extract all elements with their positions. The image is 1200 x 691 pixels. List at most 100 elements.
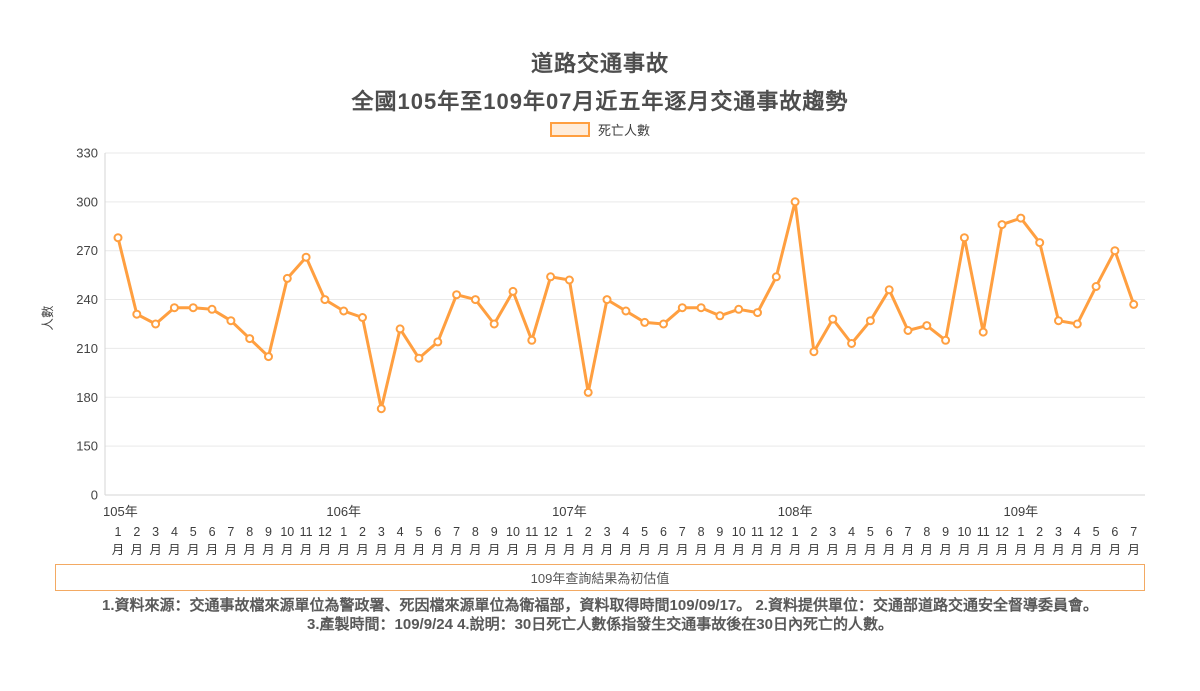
data-point[interactable] (226, 316, 236, 326)
data-point[interactable] (847, 339, 857, 348)
x-axis-month-suffix: 月 (394, 543, 407, 557)
data-point[interactable] (753, 308, 762, 318)
x-axis-month-suffix: 月 (149, 543, 162, 557)
x-axis-month-suffix: 月 (1127, 543, 1140, 557)
x-axis-month-number: 12 (995, 525, 1009, 539)
notice-text: 109年查詢結果為初估值 (530, 571, 670, 586)
data-point[interactable] (640, 317, 650, 327)
x-axis-month-suffix: 月 (1090, 543, 1103, 557)
data-point[interactable] (282, 273, 292, 283)
y-axis-title: 人數 (41, 305, 55, 331)
data-point[interactable] (452, 290, 462, 300)
x-axis-year-label: 107年 (552, 504, 587, 519)
data-point[interactable] (790, 197, 800, 207)
data-point[interactable] (489, 319, 499, 329)
x-axis-month-number: 1 (115, 525, 122, 539)
svg-text:150: 150 (76, 439, 98, 454)
data-point[interactable] (564, 275, 574, 285)
data-point[interactable] (997, 220, 1007, 230)
data-point[interactable] (884, 285, 894, 295)
data-point[interactable] (696, 303, 706, 313)
data-point[interactable] (414, 353, 424, 363)
data-point[interactable] (470, 295, 480, 305)
data-point[interactable] (169, 303, 179, 313)
x-axis-month-suffix: 月 (902, 543, 915, 557)
data-point[interactable] (734, 304, 744, 314)
data-point[interactable] (245, 334, 255, 344)
x-axis-month-number: 7 (905, 525, 912, 539)
data-point[interactable] (151, 319, 161, 329)
data-point[interactable] (113, 233, 123, 243)
data-point[interactable] (1016, 213, 1026, 223)
data-point[interactable] (771, 272, 781, 282)
data-point[interactable] (1072, 319, 1082, 329)
x-axis-month-suffix: 月 (770, 543, 783, 557)
data-point[interactable] (188, 303, 198, 313)
data-point[interactable] (320, 295, 330, 305)
legend-swatch[interactable] (549, 122, 590, 137)
x-axis-month-suffix: 月 (507, 543, 520, 557)
data-point[interactable] (978, 327, 988, 337)
data-point[interactable] (809, 347, 819, 357)
x-axis-month-number: 3 (1055, 525, 1062, 539)
data-point[interactable] (903, 326, 913, 335)
data-point[interactable] (508, 286, 518, 296)
data-point[interactable] (677, 303, 687, 313)
data-point[interactable] (1091, 282, 1101, 291)
data-point[interactable] (376, 404, 386, 414)
x-axis-month-number: 5 (415, 525, 422, 539)
data-point[interactable] (358, 313, 367, 322)
data-point[interactable] (207, 304, 217, 314)
data-point[interactable] (959, 233, 969, 243)
data-point[interactable] (1129, 299, 1139, 309)
data-point[interactable] (583, 387, 593, 397)
x-axis-month-number: 5 (641, 525, 648, 539)
x-axis-labels: 105年1月2月3月4月5月6月7月8月9月10月11月12月106年1月2月3… (103, 504, 1140, 557)
data-point[interactable] (301, 252, 311, 262)
data-point[interactable] (621, 306, 631, 316)
data-point[interactable] (828, 314, 838, 324)
x-axis-month-suffix: 月 (657, 543, 670, 557)
x-axis-month-number: 8 (698, 525, 705, 539)
data-point[interactable] (339, 306, 349, 316)
data-series[interactable] (113, 197, 1139, 414)
x-axis-month-number: 2 (810, 525, 817, 539)
data-point[interactable] (865, 316, 875, 326)
data-point[interactable] (546, 272, 556, 282)
x-axis-month-suffix: 月 (751, 543, 764, 557)
data-point[interactable] (395, 324, 405, 334)
x-axis-month-number: 7 (227, 525, 234, 539)
x-axis-month-suffix: 月 (939, 543, 952, 557)
x-axis-month-number: 8 (923, 525, 930, 539)
data-point[interactable] (433, 337, 443, 347)
data-point[interactable] (602, 295, 612, 305)
x-axis-month-number: 11 (977, 525, 990, 539)
data-point[interactable] (1054, 316, 1063, 326)
data-point[interactable] (264, 352, 273, 362)
svg-text:210: 210 (76, 341, 98, 356)
x-axis-month-number: 1 (566, 525, 573, 539)
x-axis-month-suffix: 月 (262, 543, 275, 557)
data-point[interactable] (527, 335, 537, 345)
data-point[interactable] (1110, 246, 1120, 256)
svg-text:300: 300 (76, 194, 98, 209)
data-point[interactable] (659, 319, 668, 329)
svg-text:330: 330 (76, 145, 98, 160)
x-axis-month-number: 12 (769, 525, 783, 539)
data-point[interactable] (941, 335, 951, 345)
x-axis-month-number: 7 (1130, 525, 1137, 539)
x-axis-month-suffix: 月 (826, 543, 839, 557)
x-axis-year-label: 108年 (778, 504, 813, 519)
x-axis-month-suffix: 月 (732, 543, 745, 557)
x-axis-month-suffix: 月 (225, 543, 238, 557)
trend-line-chart[interactable]: 0150180210240270300330人數105年1月2月3月4月5月6月… (0, 0, 1200, 560)
chart-subtitle: 全國105年至109年07月近五年逐月交通事故趨勢 (351, 89, 849, 114)
x-axis-month-number: 7 (453, 525, 460, 539)
data-point[interactable] (715, 311, 725, 321)
data-point[interactable] (922, 321, 932, 331)
x-axis-month-number: 12 (318, 525, 332, 539)
legend-label[interactable]: 死亡人數 (597, 123, 650, 138)
data-point[interactable] (1035, 238, 1045, 248)
data-point[interactable] (132, 309, 142, 319)
x-axis-month-number: 4 (397, 525, 404, 539)
